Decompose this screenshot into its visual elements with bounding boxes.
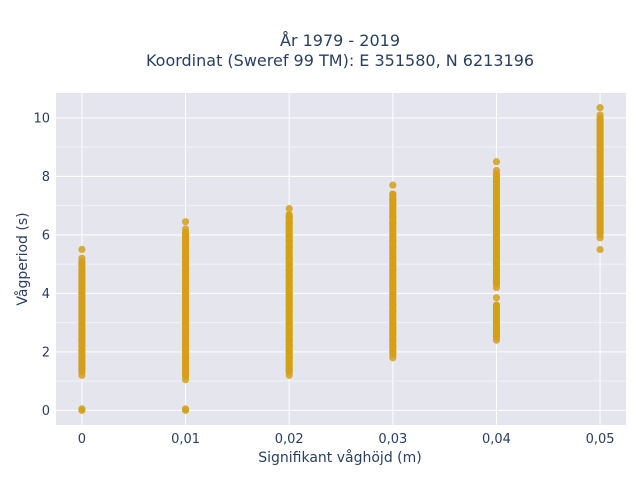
scatter-column (492, 302, 500, 341)
scatter-point (492, 294, 501, 302)
scatter-column (596, 114, 604, 238)
y-tick-labels: 0 2 4 6 8 10 (33, 111, 50, 419)
scatter-point (492, 158, 501, 166)
scatter-column (285, 211, 293, 376)
y-tick-label: 0 (42, 404, 50, 419)
scatter-point (285, 204, 293, 213)
scatter-column (389, 190, 397, 358)
x-tick-label: 0,04 (482, 432, 511, 447)
chart-title: År 1979 - 2019 (280, 31, 400, 50)
x-tick-label: 0,02 (275, 432, 304, 447)
y-tick-label: 8 (42, 170, 50, 185)
y-axis-label: Vågperiod (s) (14, 212, 31, 305)
y-tick-label: 2 (42, 345, 50, 360)
y-tick-label: 4 (42, 287, 50, 302)
x-tick-label: 0 (78, 432, 86, 447)
scatter-point (389, 181, 397, 189)
scatter-points (78, 104, 604, 414)
scatter-point (181, 218, 190, 226)
x-tick-label: 0,05 (586, 432, 615, 447)
scatter-point (596, 245, 604, 254)
scatter-point (78, 245, 86, 254)
x-tick-labels: 0 0,01 0,02 0,03 0,04 0,05 (78, 432, 615, 447)
x-tick-label: 0,01 (171, 432, 200, 447)
scatter-column (182, 229, 190, 380)
plot-area (56, 93, 626, 425)
y-tick-label: 6 (42, 228, 50, 243)
y-gridlines (56, 117, 626, 411)
x-tick-label: 0,03 (378, 432, 407, 447)
scatter-point (78, 405, 86, 413)
x-axis-label: Signifikant våghöjd (m) (258, 449, 421, 466)
chart-subtitle: Koordinat (Sweref 99 TM): E 351580, N 62… (146, 51, 534, 70)
scatter-column (492, 170, 500, 288)
y-tick-label: 10 (33, 111, 50, 126)
scatter-point (596, 104, 604, 112)
scatter-point (181, 405, 190, 413)
scatter-column (78, 258, 86, 376)
